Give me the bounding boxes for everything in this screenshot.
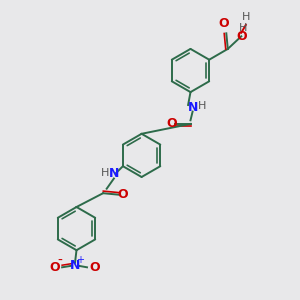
Text: O: O (89, 261, 100, 274)
Text: -: - (57, 254, 62, 268)
Text: N: N (109, 167, 119, 180)
Text: H: H (242, 12, 250, 22)
Text: O: O (236, 30, 247, 43)
Text: +: + (76, 255, 84, 266)
Text: H: H (197, 101, 206, 112)
Text: O: O (219, 17, 229, 30)
Text: N: N (188, 101, 198, 115)
Text: H: H (238, 23, 247, 33)
Text: O: O (117, 188, 128, 201)
Text: H: H (101, 168, 109, 178)
Text: O: O (166, 117, 177, 130)
Text: N: N (70, 259, 80, 272)
Text: O: O (50, 261, 60, 274)
